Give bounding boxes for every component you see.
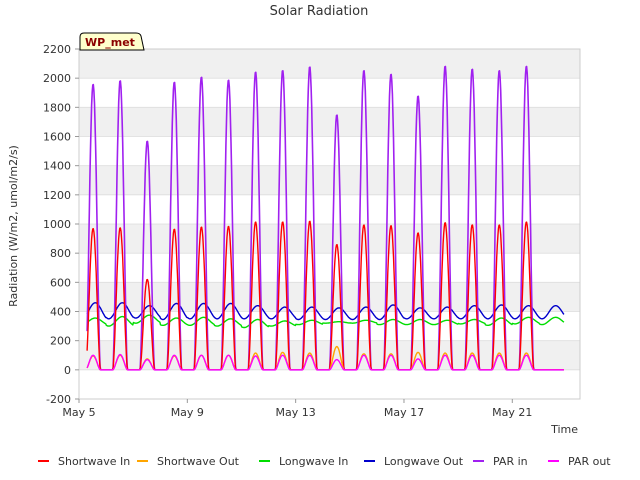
legend-label-longwave-in: Longwave In bbox=[279, 455, 348, 468]
x-axis-ticks: May 5 May 9 May 13 May 17 May 21 bbox=[62, 399, 532, 419]
y-tick-label: 800 bbox=[50, 247, 71, 260]
legend-label-par-in: PAR in bbox=[493, 455, 528, 468]
grid-band bbox=[79, 136, 580, 166]
legend-label-shortwave-out: Shortwave Out bbox=[157, 455, 240, 468]
x-tick-label: May 21 bbox=[492, 406, 532, 419]
series-line-longwave-in bbox=[86, 314, 565, 329]
legend-label-longwave-out: Longwave Out bbox=[384, 455, 464, 468]
y-tick-label: 1800 bbox=[43, 101, 71, 114]
y-tick-label: 400 bbox=[50, 306, 71, 319]
grid-band bbox=[79, 282, 580, 312]
y-tick-label: 200 bbox=[50, 335, 71, 348]
y-tick-label: 1600 bbox=[43, 131, 71, 144]
grid-band bbox=[79, 107, 580, 137]
grid-band bbox=[79, 224, 580, 254]
x-tick-label: May 9 bbox=[171, 406, 204, 419]
station-badge-shape bbox=[79, 32, 145, 51]
x-axis-label: Time bbox=[550, 423, 578, 436]
series-line-par-out bbox=[86, 353, 564, 371]
y-tick-label: 2200 bbox=[43, 43, 71, 56]
grid-band bbox=[79, 49, 580, 79]
legend: Shortwave In Shortwave Out Longwave In Long… bbox=[38, 455, 611, 468]
station-badge: WP_met bbox=[79, 32, 145, 51]
y-tick-label: -200 bbox=[46, 393, 71, 406]
x-tick-label: May 13 bbox=[276, 406, 316, 419]
grid-bands bbox=[79, 48, 580, 400]
y-tick-label: 600 bbox=[50, 276, 71, 289]
y-tick-label: 0 bbox=[64, 364, 71, 377]
series-line-longwave-out bbox=[86, 302, 565, 321]
grid-band bbox=[79, 369, 580, 399]
y-axis-ticks: -200 0 200 400 600 800 1000 1200 1400 1600 1800 200… bbox=[43, 43, 79, 406]
series-layer bbox=[86, 65, 565, 371]
grid-band bbox=[79, 165, 580, 195]
y-axis-label: Radiation (W/m2, umol/m2/s) bbox=[7, 145, 20, 307]
y-tick-label: 1200 bbox=[43, 189, 71, 202]
grid-band bbox=[79, 78, 580, 108]
grid-band bbox=[79, 194, 580, 224]
y-tick-label: 1400 bbox=[43, 160, 71, 173]
station-badge-label: WP_met bbox=[85, 36, 135, 49]
x-tick-label: May 5 bbox=[62, 406, 95, 419]
legend-label-par-out: PAR out bbox=[568, 455, 611, 468]
chart-title: Solar Radiation bbox=[270, 4, 369, 19]
y-tick-label: 1000 bbox=[43, 218, 71, 231]
legend-label-shortwave-in: Shortwave In bbox=[58, 455, 130, 468]
x-tick-label: May 17 bbox=[384, 406, 424, 419]
y-tick-label: 2000 bbox=[43, 72, 71, 85]
